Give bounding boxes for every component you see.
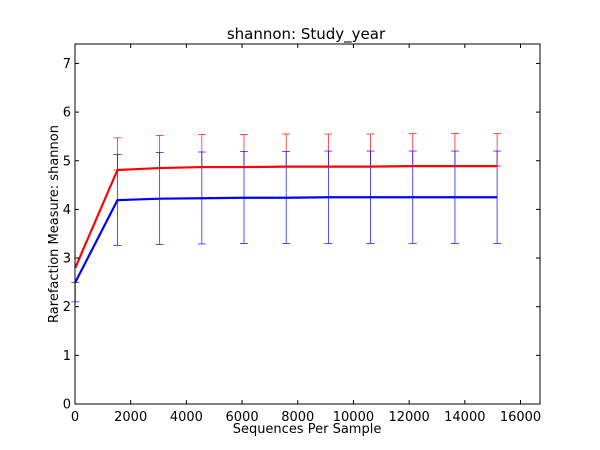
x-tick-label: 4000 [170, 410, 203, 425]
x-tick-label: 0 [71, 410, 79, 425]
x-axis-label: Sequences Per Sample [233, 422, 382, 437]
series-lines [74, 165, 498, 283]
y-axis-ticks: 0 1 2 3 4 5 6 7 [63, 57, 540, 413]
y-tick-label: 0 [63, 398, 71, 413]
y-axis-label: Rarefaction Measure: shannon [47, 125, 62, 323]
x-tick-label: 8000 [281, 410, 314, 425]
y-tick-label: 2 [63, 300, 71, 315]
y-tick-label: 5 [63, 154, 71, 169]
y-tick-label: 6 [63, 106, 71, 121]
y-tick-label: 4 [63, 203, 71, 218]
x-tick-label: 10000 [333, 410, 374, 425]
chart-title: shannon: Study_year [227, 25, 386, 44]
y-tick-label: 7 [63, 57, 71, 72]
y-tick-label: 1 [63, 349, 71, 364]
y-tick-label: 3 [63, 252, 71, 267]
series-line-1 [74, 165, 498, 269]
series-line-2 [74, 196, 498, 283]
x-tick-label: 12000 [388, 410, 429, 425]
plot-area [75, 44, 540, 404]
x-tick-label: 6000 [226, 410, 259, 425]
x-tick-label: 2000 [114, 410, 147, 425]
x-axis-ticks: 0 2000 4000 6000 8000 10000 12000 14000 16000 [71, 44, 541, 425]
plot-frame [74, 43, 541, 405]
x-tick-label: 16000 [500, 410, 541, 425]
x-tick-label: 14000 [444, 410, 485, 425]
